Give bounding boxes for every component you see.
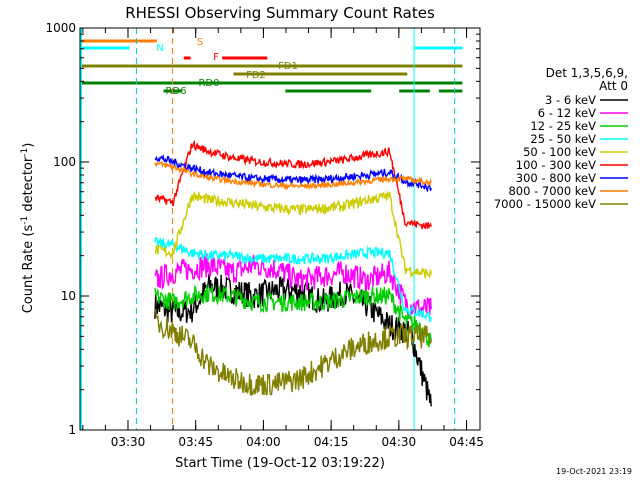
y-axis-label-mid: detector — [21, 156, 36, 216]
flag-label-rd6: RD6 — [165, 86, 186, 97]
x-tick-label: 03:45 — [178, 435, 213, 449]
legend-header-line1: Det 1,3,5,6,9, — [546, 66, 628, 80]
series-line — [154, 308, 432, 397]
legend-label: 12 - 25 keV — [530, 119, 596, 133]
x-tick-label: 04:15 — [314, 435, 349, 449]
legend-label: 7000 - 15000 keV — [494, 197, 596, 211]
chart-title: RHESSI Observing Summary Count Rates — [125, 4, 435, 22]
legend-label: 3 - 6 keV — [545, 93, 596, 107]
series-line — [154, 139, 432, 230]
y-axis-label: Count Rate (s-1 detector-1) — [20, 143, 36, 314]
x-axis-label: Start Time (19-Oct-12 03:19:22) — [175, 456, 385, 471]
y-axis-label-sup2: -1 — [20, 148, 30, 157]
series-line — [154, 273, 432, 407]
y-axis: 1 10 100 1000 — [45, 21, 480, 437]
flag-label-n: N — [156, 43, 163, 54]
flag-label-rd0: RD0 — [198, 78, 219, 89]
y-axis-label-main: Count Rate (s — [21, 225, 36, 314]
y-axis-label-sup: -1 — [20, 216, 30, 225]
legend-label: 50 - 100 keV — [523, 145, 596, 159]
flag-label-fd1: FD1 — [278, 61, 298, 72]
legend-label: 300 - 800 keV — [516, 171, 596, 185]
legend-label: 25 - 50 keV — [530, 132, 596, 146]
series-line — [154, 253, 432, 318]
legend-label: 100 - 300 keV — [516, 158, 596, 172]
flag-label-f: F — [213, 52, 219, 63]
x-axis: 03:30 03:45 04:00 04:15 04:30 04:45 — [82, 28, 484, 449]
reference-lines — [80, 28, 456, 430]
x-tick-label: 04:00 — [246, 435, 281, 449]
series-lines — [154, 139, 432, 407]
series-line — [154, 236, 432, 323]
legend-label: 800 - 7000 keV — [508, 184, 596, 198]
y-tick-label: 10 — [61, 289, 76, 303]
series-line — [154, 160, 432, 192]
x-tick-label: 03:30 — [111, 435, 146, 449]
footer-timestamp: 19-Oct-2021 23:19 — [556, 467, 632, 476]
y-axis-label-end: ) — [21, 143, 36, 148]
y-tick-label: 100 — [53, 155, 76, 169]
plot-frame — [79, 27, 481, 431]
legend-label: 6 - 12 keV — [538, 106, 596, 120]
legend-header-line2: Att 0 — [599, 79, 628, 93]
x-tick-label: 04:30 — [382, 435, 417, 449]
flag-label-s: S — [197, 37, 203, 48]
series-line — [154, 153, 432, 193]
series-line — [154, 190, 432, 279]
y-tick-label: 1 — [68, 423, 76, 437]
y-tick-label: 1000 — [45, 21, 76, 35]
flag-label-fd2: FD2 — [246, 70, 266, 81]
series-line — [154, 284, 432, 348]
x-tick-label: 04:45 — [449, 435, 484, 449]
